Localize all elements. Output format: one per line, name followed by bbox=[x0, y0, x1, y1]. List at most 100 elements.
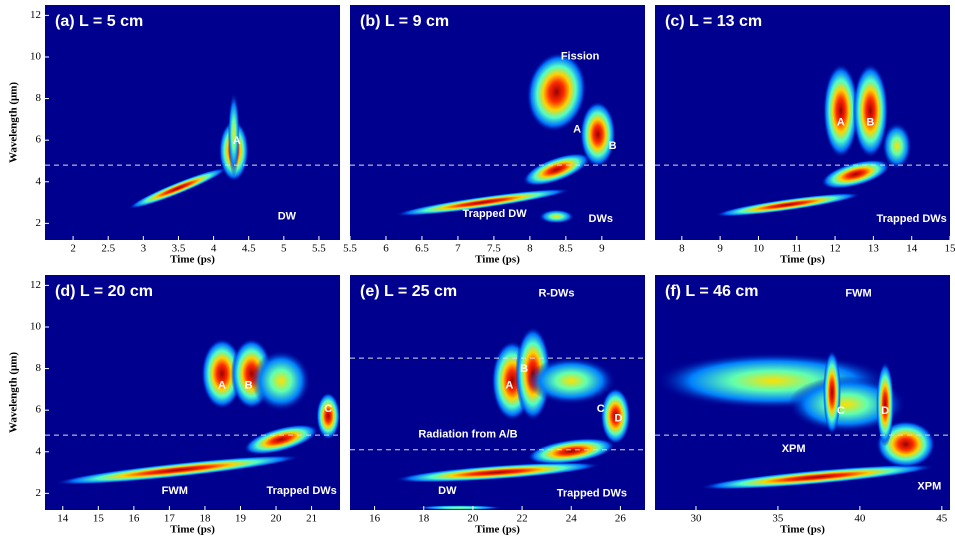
x-tick-label: 6 bbox=[383, 243, 389, 255]
x-axis-title: Time (ps) bbox=[475, 524, 520, 536]
panel-title: (d) L = 20 cm bbox=[55, 283, 153, 300]
annotation: Trapped DWs bbox=[267, 485, 337, 497]
x-tick-label: 21 bbox=[306, 513, 317, 525]
x-tick-label: 9 bbox=[717, 243, 723, 255]
annotation: B bbox=[866, 116, 874, 128]
x-tick-label: 16 bbox=[369, 513, 381, 525]
x-tick-label: 8.5 bbox=[559, 243, 573, 255]
y-tick-label: 4 bbox=[36, 175, 42, 187]
annotation: Fission bbox=[561, 51, 600, 63]
spectrogram-feature bbox=[316, 393, 340, 440]
spectrogram-feature bbox=[415, 505, 504, 510]
spectrogram-feature bbox=[823, 350, 841, 435]
annotation: Trapped DW bbox=[462, 208, 527, 220]
x-tick-label: 15 bbox=[93, 513, 105, 525]
x-tick-label: 2 bbox=[70, 243, 76, 255]
x-tick-label: 26 bbox=[615, 513, 627, 525]
x-tick-label: 5.5 bbox=[312, 243, 326, 255]
x-axis-title: Time (ps) bbox=[475, 254, 520, 266]
y-tick-label: 4 bbox=[36, 445, 42, 457]
y-tick-label: 6 bbox=[36, 134, 42, 146]
annotation: C bbox=[837, 405, 845, 417]
x-tick-label: 24 bbox=[566, 513, 578, 525]
x-tick-label: 2.5 bbox=[101, 243, 115, 255]
y-tick-label: 12 bbox=[30, 9, 41, 21]
annotation: A bbox=[233, 135, 241, 147]
annotation: B bbox=[245, 379, 253, 391]
spectrogram-feature bbox=[252, 350, 311, 411]
y-tick-label: 8 bbox=[36, 362, 42, 374]
annotation: C bbox=[597, 403, 605, 415]
x-tick-label: 14 bbox=[906, 243, 918, 255]
x-tick-label: 45 bbox=[936, 513, 948, 525]
y-tick-label: 10 bbox=[30, 51, 42, 63]
x-tick-label: 5.5 bbox=[343, 243, 357, 255]
x-tick-label: 8 bbox=[527, 243, 533, 255]
x-tick-label: 20 bbox=[271, 513, 283, 525]
annotation: D bbox=[881, 405, 889, 417]
annotation: DW bbox=[438, 485, 457, 497]
annotation: DW bbox=[278, 210, 297, 222]
annotation: XPM bbox=[917, 480, 941, 492]
annotation: XPM bbox=[782, 443, 806, 455]
spectrogram-feature bbox=[882, 123, 912, 170]
x-tick-label: 5 bbox=[281, 243, 287, 255]
x-tick-label: 10 bbox=[753, 243, 765, 255]
annotation: DWs bbox=[589, 213, 613, 225]
annotation: B bbox=[609, 140, 617, 152]
x-tick-label: 3 bbox=[141, 243, 147, 255]
x-tick-label: 6.5 bbox=[415, 243, 429, 255]
x-tick-label: 40 bbox=[854, 513, 866, 525]
panel: (b) L = 9 cm Fission A B Trapped DW DWs 5.5 6 6.… bbox=[343, 5, 645, 266]
annotation: A bbox=[505, 379, 513, 391]
y-tick-label: 6 bbox=[36, 404, 42, 416]
annotation: A bbox=[573, 123, 581, 135]
panel-title: (b) L = 9 cm bbox=[360, 13, 449, 30]
x-tick-label: 14 bbox=[57, 513, 69, 525]
annotation: R-DWs bbox=[538, 288, 574, 300]
annotation: FWM bbox=[845, 288, 871, 300]
panel-title: (c) L = 13 cm bbox=[665, 13, 762, 30]
y-tick-label: 2 bbox=[36, 487, 42, 499]
x-tick-label: 16 bbox=[128, 513, 140, 525]
annotation: FWM bbox=[162, 485, 188, 497]
annotation: A bbox=[837, 116, 845, 128]
y-axis-title: Wavelength (μm) bbox=[8, 82, 20, 163]
panel-title: (a) L = 5 cm bbox=[55, 13, 143, 30]
x-tick-label: 8 bbox=[679, 243, 685, 255]
x-tick-label: 4.5 bbox=[242, 243, 256, 255]
annotation: Radiation from A/B bbox=[418, 429, 517, 441]
x-axis-title: Time (ps) bbox=[170, 524, 215, 536]
x-axis-title: Time (ps) bbox=[780, 524, 825, 536]
spectrogram-feature bbox=[580, 101, 615, 167]
y-tick-label: 2 bbox=[36, 217, 42, 229]
annotation: C bbox=[324, 403, 332, 415]
x-tick-label: 12 bbox=[830, 243, 841, 255]
x-tick-label: 15 bbox=[945, 243, 955, 255]
spectrogram-feature bbox=[539, 209, 574, 223]
x-tick-label: 13 bbox=[868, 243, 880, 255]
x-axis-title: Time (ps) bbox=[780, 254, 825, 266]
y-tick-label: 12 bbox=[30, 279, 41, 291]
panel-title: (f) L = 46 cm bbox=[665, 283, 759, 300]
x-tick-label: 18 bbox=[418, 513, 430, 525]
annotation: Trapped DWs bbox=[557, 487, 627, 499]
y-tick-label: 10 bbox=[30, 321, 42, 333]
y-axis-title: Wavelength (μm) bbox=[8, 352, 20, 433]
annotation: Trapped DWs bbox=[877, 213, 947, 225]
annotation: A bbox=[218, 379, 226, 391]
spectrogram-feature bbox=[527, 357, 616, 404]
annotation: B bbox=[520, 363, 528, 375]
panel-title: (e) L = 25 cm bbox=[360, 283, 457, 300]
x-tick-label: 30 bbox=[690, 513, 702, 525]
y-tick-label: 8 bbox=[36, 92, 42, 104]
x-tick-label: 7 bbox=[455, 243, 461, 255]
annotation: D bbox=[614, 412, 622, 424]
plot-background bbox=[45, 5, 340, 240]
